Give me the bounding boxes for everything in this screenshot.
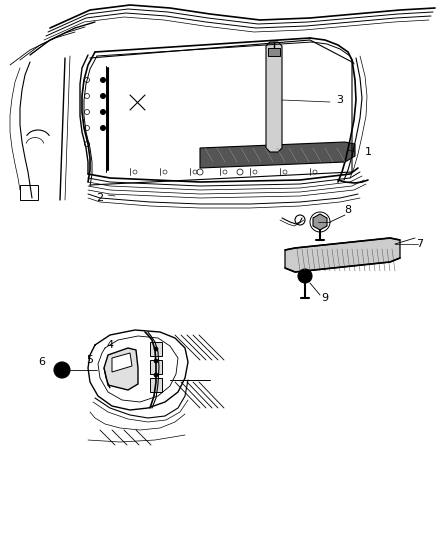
Polygon shape: [150, 378, 162, 392]
Text: 8: 8: [344, 205, 351, 215]
Circle shape: [100, 125, 105, 131]
Circle shape: [297, 269, 311, 283]
Text: 4: 4: [106, 340, 113, 350]
Circle shape: [154, 373, 158, 377]
Text: 2: 2: [96, 193, 103, 203]
Circle shape: [100, 77, 105, 83]
Circle shape: [54, 362, 70, 378]
Text: 9: 9: [321, 293, 328, 303]
Circle shape: [100, 109, 105, 115]
Text: 3: 3: [336, 95, 343, 105]
Polygon shape: [150, 342, 162, 356]
Circle shape: [60, 368, 64, 372]
Text: 7: 7: [416, 239, 423, 249]
Polygon shape: [265, 42, 281, 152]
Circle shape: [154, 347, 158, 351]
Polygon shape: [200, 142, 354, 168]
Polygon shape: [267, 48, 279, 56]
Polygon shape: [112, 353, 132, 372]
Text: 1: 1: [364, 147, 371, 157]
Circle shape: [100, 93, 105, 99]
Polygon shape: [312, 214, 326, 230]
Text: 5: 5: [86, 355, 93, 365]
Polygon shape: [150, 360, 162, 374]
Polygon shape: [284, 238, 399, 272]
Circle shape: [154, 359, 158, 363]
Text: 6: 6: [39, 357, 46, 367]
Polygon shape: [104, 348, 138, 390]
